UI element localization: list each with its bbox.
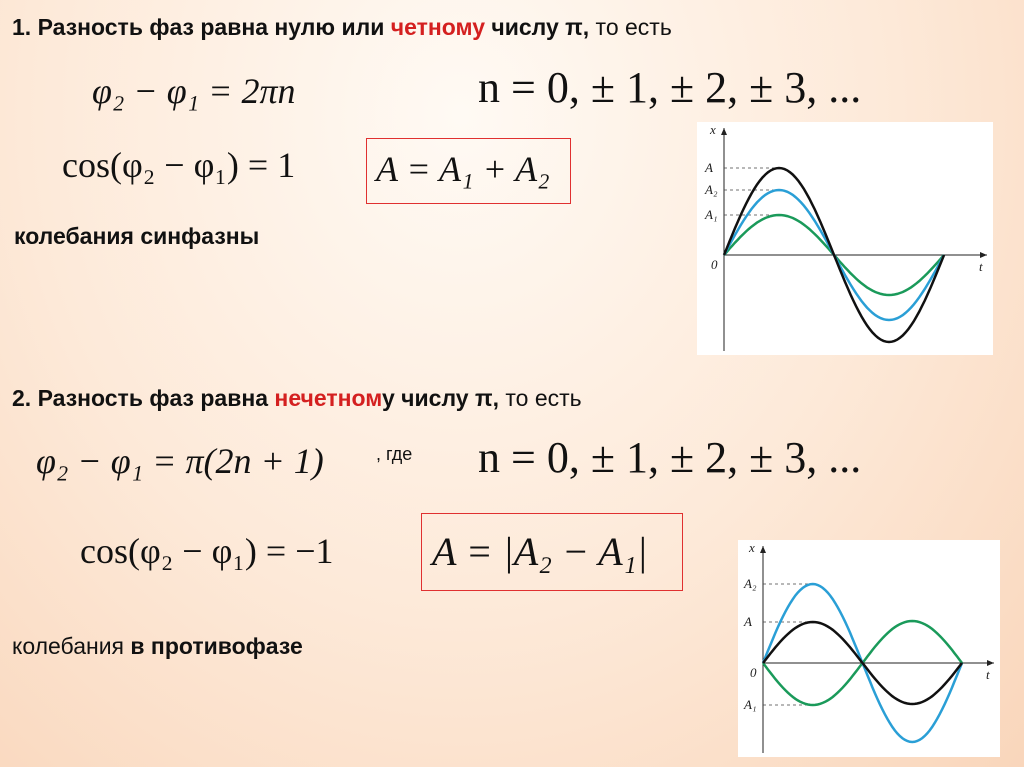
- arrow: [760, 546, 766, 553]
- axis-label: 0: [750, 665, 757, 680]
- heading-text: Разность фаз равна нулю или: [37, 14, 391, 40]
- graph-background: [697, 122, 993, 355]
- heading-highlight: четному: [390, 14, 485, 40]
- conclusion: колебания в противофазе: [12, 633, 303, 660]
- heading-highlight: нечетном: [274, 385, 382, 411]
- where: , где: [376, 444, 413, 464]
- axis-label: x: [709, 122, 716, 137]
- formula: φ₂ − φ₁ = π(2n + 1): [36, 441, 324, 481]
- wave-curve: [722, 166, 946, 344]
- level-label: A₁: [704, 207, 717, 222]
- heading-number: 1.: [12, 14, 32, 40]
- conclusion-bold: в противофазе: [130, 633, 303, 659]
- level-label: A₁: [743, 697, 756, 712]
- heading-tail: то есть: [498, 385, 582, 411]
- formula: n = 0, ± 1, ± 2, ± 3, ...: [478, 63, 862, 112]
- heading-text: Разность фаз равна: [37, 385, 275, 411]
- axis-label: 0: [711, 257, 718, 272]
- formula: n = 0, ± 1, ± 2, ± 3, ...: [478, 433, 862, 482]
- heading: 2. Разность фаз равна нечетному числу π,…: [12, 385, 582, 412]
- graph-background: [738, 540, 1000, 757]
- heading: 1. Разность фаз равна нулю или четному ч…: [12, 14, 672, 41]
- conclusion: колебания синфазны: [14, 223, 260, 249]
- axis-label: t: [979, 259, 983, 274]
- arrow: [987, 660, 994, 666]
- formula: φ₂ − φ₁ = 2πn: [92, 71, 296, 111]
- formula: cos(φ₂ − φ₁) = −1: [80, 531, 334, 571]
- graph: x t 0 A₂ A A₁: [738, 540, 1000, 757]
- level-label: A₂: [743, 576, 757, 591]
- heading-number: 2.: [12, 385, 32, 411]
- formula: cos(φ₂ − φ₁) = 1: [62, 145, 296, 185]
- axis-label: x: [748, 540, 755, 555]
- level-label: A₂: [704, 182, 718, 197]
- heading-tail: то есть: [589, 14, 672, 40]
- heading-text: числу π,: [484, 14, 590, 40]
- arrow: [980, 252, 987, 258]
- conclusion-text: колебания: [12, 633, 131, 659]
- arrow: [721, 128, 727, 135]
- formula: A = |A₂ − A₁|: [432, 529, 648, 574]
- axis-label: t: [986, 667, 990, 682]
- level-label: A: [704, 160, 713, 175]
- heading-text: у числу π,: [382, 385, 499, 411]
- wave-curve: [762, 620, 963, 706]
- graph: x t 0 A A₂ A₁: [697, 122, 993, 355]
- level-label: A: [743, 614, 752, 629]
- formula-box: [366, 138, 571, 204]
- formula: A = A₁ + A₂: [376, 149, 550, 189]
- formula-box: [421, 513, 683, 591]
